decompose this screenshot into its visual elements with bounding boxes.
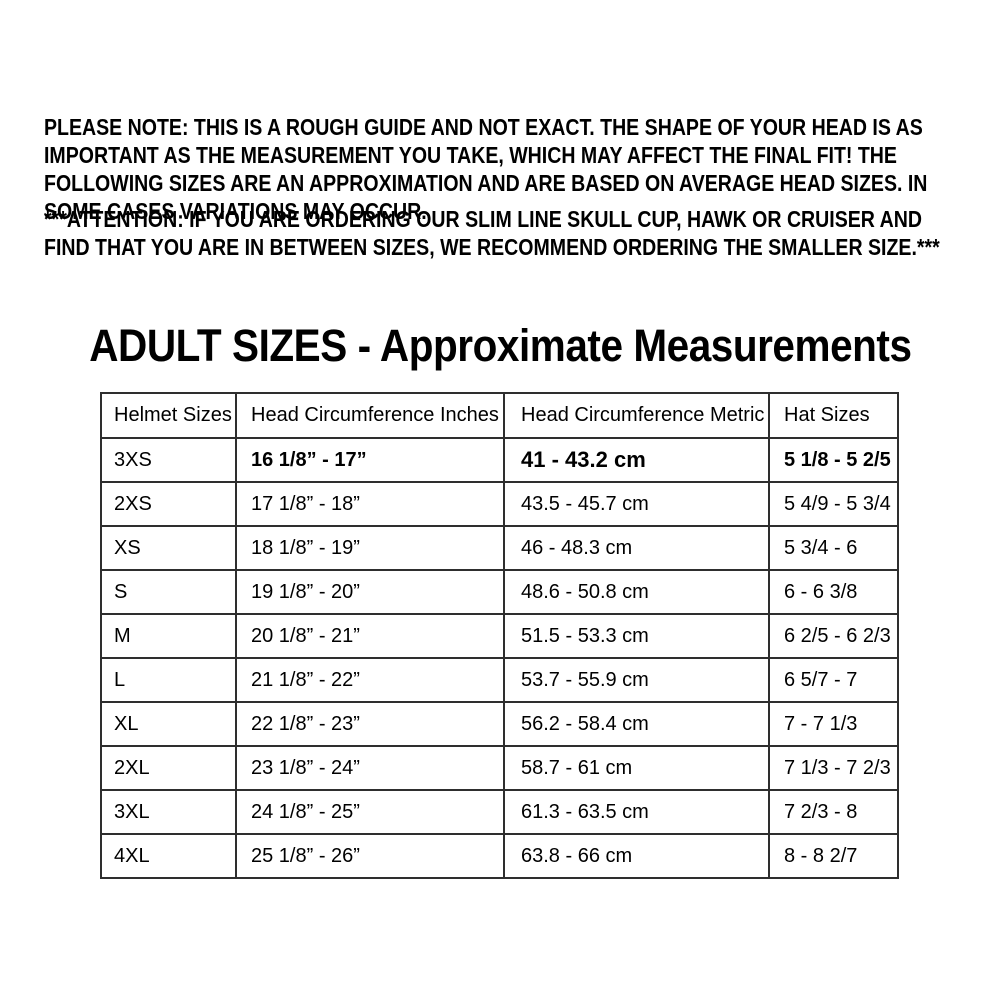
cell-metric: 43.5 - 45.7 cm — [503, 481, 770, 527]
table-row: 2XS 17 1/8” - 18” 43.5 - 45.7 cm 5 4/9 - 5 … — [100, 481, 899, 527]
cell-hat-size: 6 5/7 - 7 — [768, 657, 899, 703]
cell-helmet-size: XS — [100, 525, 237, 571]
cell-helmet-size: XL — [100, 701, 237, 747]
title-wrap: ADULT SIZES - Approximate Measurements — [0, 320, 1000, 372]
table-row: L 21 1/8” - 22” 53.7 - 55.9 cm 6 5/7 - 7 — [100, 657, 899, 703]
cell-metric: 46 - 48.3 cm — [503, 525, 770, 571]
cell-metric: 51.5 - 53.3 cm — [503, 613, 770, 659]
cell-metric: 58.7 - 61 cm — [503, 745, 770, 791]
cell-hat-size: 6 - 6 3/8 — [768, 569, 899, 615]
table-row: XS 18 1/8” - 19” 46 - 48.3 cm 5 3/4 - 6 — [100, 525, 899, 571]
cell-metric: 61.3 - 63.5 cm — [503, 789, 770, 835]
cell-inches: 19 1/8” - 20” — [235, 569, 505, 615]
table-row: M 20 1/8” - 21” 51.5 - 53.3 cm 6 2/5 - 6 2/… — [100, 613, 899, 659]
cell-helmet-size: 3XS — [100, 437, 237, 483]
cell-metric: 56.2 - 58.4 cm — [503, 701, 770, 747]
cell-inches: 22 1/8” - 23” — [235, 701, 505, 747]
cell-inches: 23 1/8” - 24” — [235, 745, 505, 791]
table-row: 3XS 16 1/8” - 17” 41 - 43.2 cm 5 1/8 - 5 2/… — [100, 437, 899, 483]
cell-helmet-size: 4XL — [100, 833, 237, 879]
cell-hat-size: 5 3/4 - 6 — [768, 525, 899, 571]
cell-helmet-size: 3XL — [100, 789, 237, 835]
header-row: Helmet Sizes Head Circumference Inches Hea… — [100, 392, 899, 439]
table-row: 4XL 25 1/8” - 26” 63.8 - 66 cm 8 - 8 2/7 — [100, 833, 899, 879]
cell-hat-size: 5 4/9 - 5 3/4 — [768, 481, 899, 527]
table-row: 2XL 23 1/8” - 24” 58.7 - 61 cm 7 1/3 - 7 2/… — [100, 745, 899, 791]
note-text: PLEASE NOTE: THIS IS A ROUGH GUIDE AND N… — [44, 114, 928, 224]
cell-hat-size: 7 2/3 - 8 — [768, 789, 899, 835]
cell-inches: 20 1/8” - 21” — [235, 613, 505, 659]
page-title: ADULT SIZES - Approximate Measurements — [89, 320, 912, 371]
cell-metric: 63.8 - 66 cm — [503, 833, 770, 879]
attention-text: ***ATTENTION: IF YOU ARE ORDERING OUR SL… — [44, 206, 940, 260]
size-table-body: 3XS 16 1/8” - 17” 41 - 43.2 cm 5 1/8 - 5 2/… — [100, 437, 899, 879]
cell-inches: 18 1/8” - 19” — [235, 525, 505, 571]
table-row: 3XL 24 1/8” - 25” 61.3 - 63.5 cm 7 2/3 - 8 — [100, 789, 899, 835]
cell-inches: 24 1/8” - 25” — [235, 789, 505, 835]
column-header: Helmet Sizes — [100, 392, 237, 439]
cell-metric: 53.7 - 55.9 cm — [503, 657, 770, 703]
table-row: XL 22 1/8” - 23” 56.2 - 58.4 cm 7 - 7 1/3 — [100, 701, 899, 747]
cell-hat-size: 5 1/8 - 5 2/5 — [768, 437, 899, 483]
cell-helmet-size: S — [100, 569, 237, 615]
cell-hat-size: 6 2/5 - 6 2/3 — [768, 613, 899, 659]
cell-helmet-size: 2XS — [100, 481, 237, 527]
cell-inches: 25 1/8” - 26” — [235, 833, 505, 879]
column-header: Head Circumference Inches — [235, 392, 505, 439]
cell-hat-size: 8 - 8 2/7 — [768, 833, 899, 879]
cell-inches: 21 1/8” - 22” — [235, 657, 505, 703]
cell-metric: 41 - 43.2 cm — [503, 437, 770, 483]
cell-hat-size: 7 1/3 - 7 2/3 — [768, 745, 899, 791]
column-header: Head Circumference Metric — [503, 392, 770, 439]
size-table: Helmet Sizes Head Circumference Inches Hea… — [100, 392, 899, 879]
column-header: Hat Sizes — [768, 392, 899, 439]
cell-hat-size: 7 - 7 1/3 — [768, 701, 899, 747]
cell-inches: 17 1/8” - 18” — [235, 481, 505, 527]
table-row: S 19 1/8” - 20” 48.6 - 50.8 cm 6 - 6 3/8 — [100, 569, 899, 615]
cell-metric: 48.6 - 50.8 cm — [503, 569, 770, 615]
cell-helmet-size: 2XL — [100, 745, 237, 791]
cell-helmet-size: M — [100, 613, 237, 659]
cell-inches: 16 1/8” - 17” — [235, 437, 505, 483]
cell-helmet-size: L — [100, 657, 237, 703]
